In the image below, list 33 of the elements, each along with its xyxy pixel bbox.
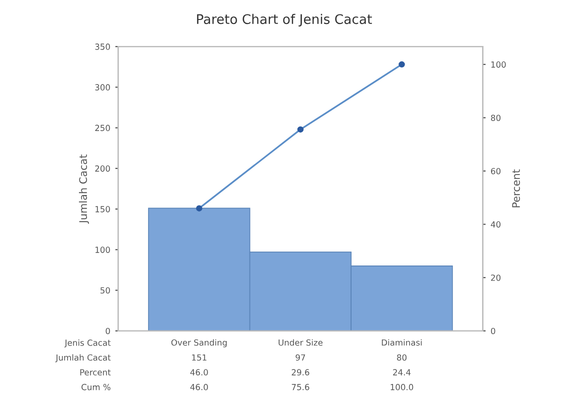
chart-title: Pareto Chart of Jenis Cacat [197, 14, 372, 27]
x-tick-label: Diaminasi [382, 339, 422, 346]
data-label: 97 [296, 354, 306, 361]
y-tick-label: 200 [95, 165, 110, 172]
y2-tick-label: 40 [490, 221, 500, 228]
y2-tick-label: 100 [491, 61, 506, 68]
y-tick-label: 300 [95, 84, 110, 90]
y2-tick-label: 80 [491, 114, 500, 122]
data-label: 75.6 [292, 384, 310, 390]
text: Jumlah Cacat [55, 354, 111, 362]
y-tick-label: 250 [95, 124, 110, 132]
x-tick-label: Under Size [278, 339, 323, 346]
data-label: 151 [192, 354, 206, 361]
y-tick-label: 150 [96, 206, 110, 212]
y-tick-label: 350 [95, 44, 110, 50]
text: Percent [80, 369, 111, 376]
text: 46.0 [190, 369, 208, 376]
y-tick-label: 0 [106, 328, 110, 334]
text: 29.6 [292, 369, 310, 376]
y2-tick-label: 60 [491, 168, 500, 174]
y2-tick-label: 0 [490, 328, 496, 334]
y2-tick-label: 20 [491, 274, 500, 281]
x-axis-title: Jenis Cacat [64, 339, 111, 348]
y2-axis-title: Percent [512, 169, 520, 208]
y-axis-title: Jumlah Cacat [78, 154, 89, 224]
data-label: 100.0 [390, 384, 414, 390]
y-tick-label: 50 [100, 287, 110, 294]
data-label: 80 [397, 354, 407, 361]
y-tick-label: 100 [96, 246, 110, 253]
x-tick-label: Over Sanding [171, 339, 227, 348]
data-label: 46.0 [190, 384, 208, 390]
text: 24.4 [393, 369, 411, 376]
text: Cum % [82, 384, 110, 390]
